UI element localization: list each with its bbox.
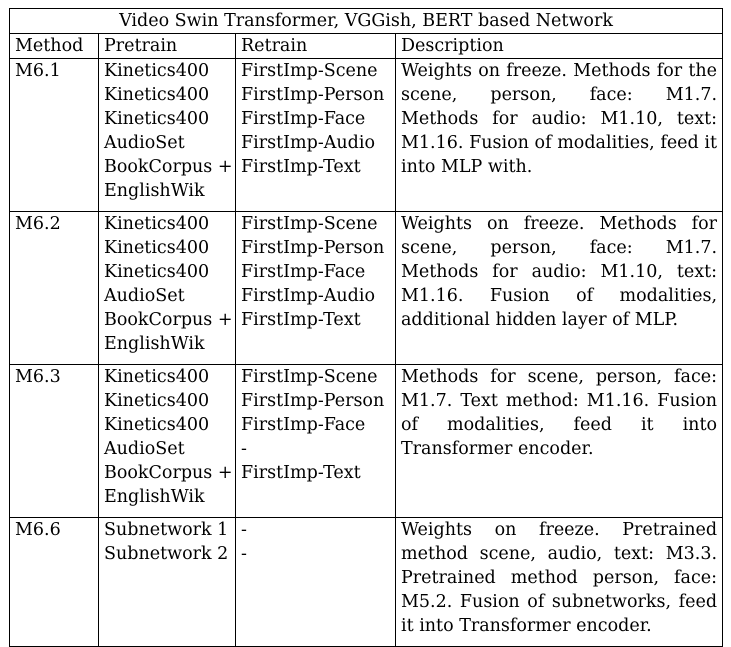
table-row: M6.6 Subnetwork 1 Subnetwork 2 - - Weigh…: [9, 517, 724, 647]
method-cell: M6.2: [9, 211, 99, 365]
retrain-item: -: [241, 520, 247, 540]
retrain-item: FirstImp-Face: [241, 109, 366, 129]
pretrain-item: Kinetics400: [104, 391, 210, 411]
pretrain-item: Kinetics400: [104, 61, 210, 81]
pretrain-item: AudioSet: [104, 286, 185, 306]
header-pretrain: Pretrain: [98, 33, 236, 59]
pretrain-item: EnglishWik: [104, 334, 205, 354]
description-cell: Weights on freeze. Methods for scene, pe…: [394, 211, 724, 365]
pretrain-item: Kinetics400: [104, 262, 210, 282]
pretrain-item: Kinetics400: [104, 367, 210, 387]
retrain-item: FirstImp-Audio: [241, 286, 375, 306]
retrain-item: FirstImp-Person: [241, 391, 385, 411]
description-text: Weights on freeze. Pretrained method sce…: [401, 520, 718, 636]
pretrain-item: Kinetics400: [104, 85, 210, 105]
retrain-cell: - -: [235, 517, 396, 647]
pretrain-item: EnglishWik: [104, 487, 205, 507]
pretrain-item: BookCorpus +: [104, 463, 233, 483]
pretrain-item: Subnetwork 1: [104, 520, 229, 540]
pretrain-cell: Kinetics400 Kinetics400 Kinetics400 Audi…: [98, 58, 236, 212]
methods-table: Video Swin Transformer, VGGish, BERT bas…: [8, 8, 724, 647]
pretrain-item: AudioSet: [104, 133, 185, 153]
description-cell: Methods for scene, person, face: M1.7. T…: [394, 364, 724, 518]
retrain-item: -: [241, 544, 247, 564]
retrain-item: FirstImp-Text: [241, 310, 361, 330]
description-text: Weights on freeze. Methods for scene, pe…: [401, 214, 718, 330]
method-cell: M6.1: [9, 58, 99, 212]
header-retrain: Retrain: [235, 33, 396, 59]
retrain-item: FirstImp-Face: [241, 415, 366, 435]
retrain-item: FirstImp-Scene: [241, 61, 378, 81]
description-cell: Weights on freeze. Pretrained method sce…: [394, 517, 724, 647]
description-text: Weights on freeze. Methods for the scene…: [401, 61, 718, 177]
retrain-item: FirstImp-Person: [241, 85, 385, 105]
table-title: Video Swin Transformer, VGGish, BERT bas…: [8, 8, 724, 34]
pretrain-cell: Subnetwork 1 Subnetwork 2: [98, 517, 236, 647]
pretrain-item: BookCorpus +: [104, 310, 233, 330]
pretrain-cell: Kinetics400 Kinetics400 Kinetics400 Audi…: [98, 211, 236, 365]
retrain-item: FirstImp-Face: [241, 262, 366, 282]
pretrain-item: Subnetwork 2: [104, 544, 229, 564]
table-row: M6.3 Kinetics400 Kinetics400 Kinetics400…: [9, 364, 724, 518]
retrain-item: FirstImp-Scene: [241, 214, 378, 234]
pretrain-item: Kinetics400: [104, 109, 210, 129]
retrain-item: FirstImp-Person: [241, 238, 385, 258]
pretrain-cell: Kinetics400 Kinetics400 Kinetics400 Audi…: [98, 364, 236, 518]
table-row: M6.2 Kinetics400 Kinetics400 Kinetics400…: [9, 211, 724, 365]
description-cell: Weights on freeze. Methods for the scene…: [394, 58, 724, 212]
retrain-item: FirstImp-Scene: [241, 367, 378, 387]
header-method: Method: [9, 33, 99, 59]
header-description: Description: [394, 33, 724, 59]
pretrain-item: AudioSet: [104, 439, 185, 459]
description-text: Methods for scene, person, face: M1.7. T…: [401, 367, 718, 459]
pretrain-item: EnglishWik: [104, 181, 205, 201]
header-row: Method Pretrain Retrain Description: [9, 33, 724, 59]
pretrain-item: Kinetics400: [104, 238, 210, 258]
pretrain-item: Kinetics400: [104, 415, 210, 435]
retrain-item: FirstImp-Audio: [241, 133, 375, 153]
retrain-cell: FirstImp-Scene FirstImp-Person FirstImp-…: [235, 58, 396, 212]
pretrain-item: BookCorpus +: [104, 157, 233, 177]
retrain-cell: FirstImp-Scene FirstImp-Person FirstImp-…: [235, 364, 396, 518]
pretrain-item: Kinetics400: [104, 214, 210, 234]
table-row: M6.1 Kinetics400 Kinetics400 Kinetics400…: [9, 58, 724, 212]
retrain-item: -: [241, 439, 247, 459]
retrain-cell: FirstImp-Scene FirstImp-Person FirstImp-…: [235, 211, 396, 365]
retrain-item: FirstImp-Text: [241, 463, 361, 483]
method-cell: M6.3: [9, 364, 99, 518]
method-cell: M6.6: [9, 517, 99, 647]
retrain-item: FirstImp-Text: [241, 157, 361, 177]
